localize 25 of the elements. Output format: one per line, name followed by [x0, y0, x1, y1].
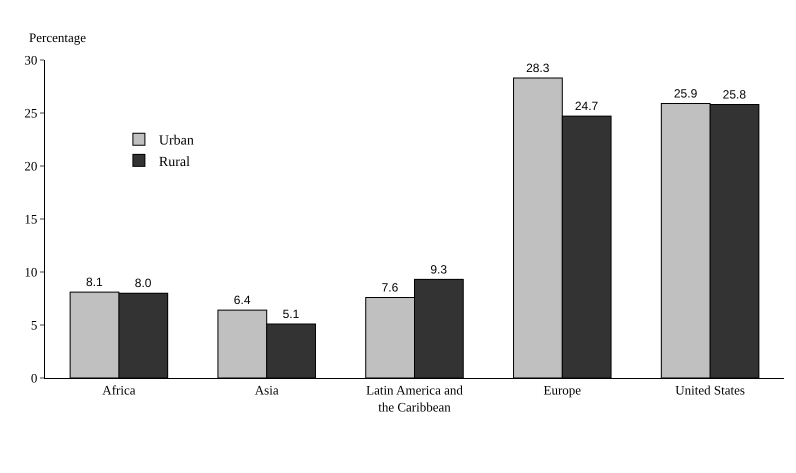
y-tick-label: 5 — [30, 318, 38, 333]
x-tick-label: Asia — [254, 382, 279, 398]
data-label: 8.0 — [134, 276, 152, 290]
y-tick-label: 25 — [24, 106, 38, 121]
x-tick-label: United States — [675, 382, 745, 398]
y-tick-label: 20 — [24, 158, 38, 174]
y-tick-label: 15 — [24, 212, 38, 227]
data-label: 6.4 — [234, 293, 251, 308]
data-label: 28.3 — [526, 61, 550, 76]
y-tick-label: 10 — [24, 264, 38, 280]
y-tick-label: 30 — [24, 52, 38, 68]
legend-label: Urban — [158, 134, 194, 149]
legend-label: Rural — [158, 154, 190, 170]
data-label: 24.7 — [574, 99, 599, 114]
x-tick-label: Latin America and the Caribbean — [366, 382, 464, 414]
data-label: 9.3 — [430, 262, 448, 276]
x-tick-label: Africa — [102, 382, 136, 398]
y-tick-label: 0 — [30, 370, 38, 386]
data-label: 8.1 — [86, 275, 104, 290]
data-label: 25.9 — [674, 86, 698, 100]
x-tick-label: Europe — [544, 382, 582, 398]
data-label: 7.6 — [382, 280, 399, 294]
data-label: 5.1 — [282, 306, 300, 321]
y-axis-title: Percentage — [29, 30, 86, 45]
data-label: 25.8 — [722, 88, 746, 102]
